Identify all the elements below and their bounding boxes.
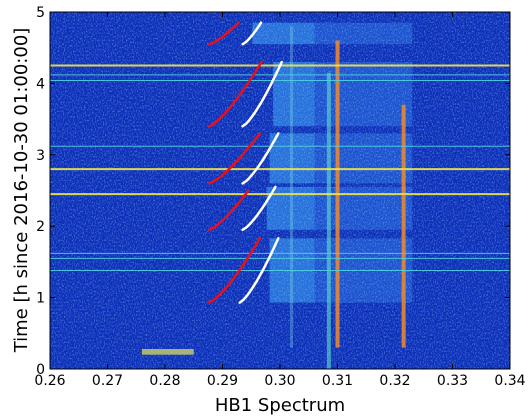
x-tick-label: 0.33: [437, 373, 468, 389]
x-tick-label: 0.32: [379, 373, 410, 389]
x-tick-label: 0.31: [322, 373, 353, 389]
x-tick-label: 0.27: [92, 373, 123, 389]
x-axis: 0.26 0.27 0.28 0.29 0.30 0.31 0.32 0.33 0.34: [34, 12, 526, 389]
white-curve-segment: [241, 132, 280, 185]
red-curve-segment: [208, 189, 250, 232]
y-tick-label: 5: [36, 5, 45, 21]
white-curve-segment: [238, 237, 280, 304]
red-curve-segment: [208, 237, 262, 304]
x-tick-label: 0.28: [149, 373, 180, 389]
noise-texture: [50, 12, 510, 369]
y-tick-label: 0: [36, 362, 45, 378]
red-curve-segment: [208, 132, 262, 185]
x-tick-label: 0.34: [494, 373, 525, 389]
y-tick-label: 4: [36, 76, 45, 92]
spectral-lines-layer: [290, 26, 406, 369]
red-curve-segment: [208, 60, 263, 128]
x-tick-label: 0.30: [264, 373, 295, 389]
y-axis: 0 1 2 3 4 5: [36, 5, 510, 378]
y-tick-label: 3: [36, 148, 45, 164]
white-curve-segment: [241, 21, 263, 46]
y-tick-label: 1: [36, 291, 45, 307]
y-tick-label: 2: [36, 219, 45, 235]
plot-area: [50, 12, 510, 369]
x-tick-label: 0.29: [207, 373, 238, 389]
curves-layer: [208, 21, 283, 304]
white-curve-segment: [241, 60, 283, 128]
white-curve-segment: [241, 185, 277, 232]
x-tick-label: 0.26: [34, 373, 65, 389]
y-axis-label: Time [h since 2016-10-30 01:00:00]: [11, 28, 32, 354]
red-curve-segment: [208, 21, 240, 46]
horizontal-bands-layer: [50, 64, 510, 271]
x-axis-label: HB1 Spectrum: [215, 395, 345, 416]
